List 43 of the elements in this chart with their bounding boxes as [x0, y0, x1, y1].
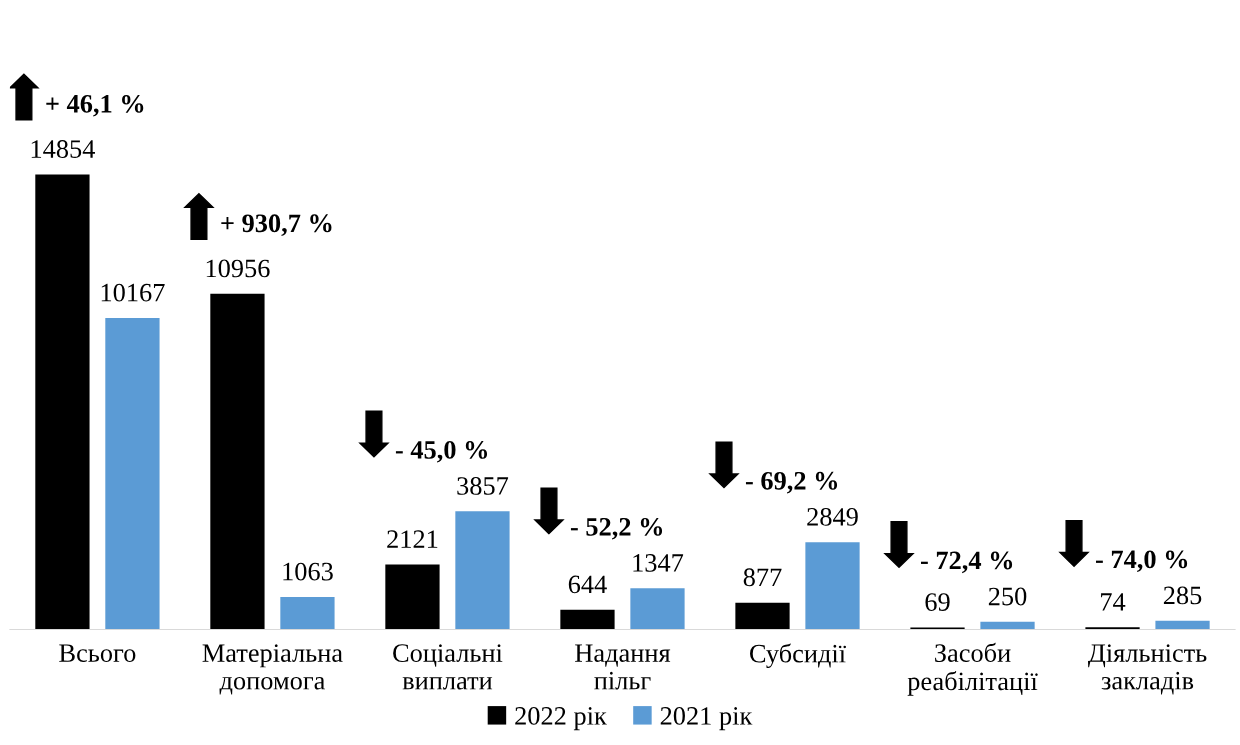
- data-label: 250: [988, 587, 1027, 606]
- text: + 46,1 %: [46, 94, 144, 117]
- data-label: 14854: [31, 140, 95, 158]
- x-tick-label: Субсидії: [750, 643, 846, 668]
- data-label: 69: [925, 593, 950, 611]
- bar: [280, 596, 335, 630]
- x-tick-label: Засоби реабілітації: [907, 642, 1038, 696]
- x-tick-label: Соціальні виплати: [393, 644, 503, 690]
- bar: [560, 609, 615, 630]
- data-label: 10167: [101, 283, 165, 302]
- data-label: 285: [1163, 586, 1202, 605]
- bar: [1155, 620, 1210, 630]
- x-tick-label: Надання пільг: [575, 644, 671, 690]
- data-label: 644: [568, 575, 607, 594]
- bar: [805, 542, 860, 630]
- bar: [910, 627, 965, 630]
- bar: [210, 293, 265, 630]
- annotation: - 72,4 %: [920, 551, 1013, 574]
- data-label: 877: [743, 568, 782, 587]
- data-label: 74: [1101, 593, 1126, 611]
- data-label: 10956: [206, 259, 270, 278]
- x-tick-label: Матеріальна допомога: [202, 644, 343, 695]
- x-tick-label: Діяльність закладів: [1088, 644, 1207, 695]
- data-label: 1063: [283, 562, 333, 581]
- bar: [105, 318, 160, 630]
- data-label: 2121: [387, 530, 438, 548]
- legend-label: 2021 рік: [660, 707, 753, 731]
- annotation: + 930,7 %: [221, 214, 332, 236]
- data-label: 1347: [633, 554, 684, 572]
- bar: [630, 588, 685, 630]
- legend-label: 2022 рік: [515, 707, 607, 731]
- annotation: - 45,0 %: [395, 440, 488, 463]
- data-label: 3857: [457, 477, 509, 495]
- bar: [35, 174, 90, 630]
- bar: [385, 564, 440, 630]
- data-label: 2849: [807, 507, 858, 526]
- annotation: - 52,2 %: [570, 517, 663, 540]
- bar: [455, 511, 510, 630]
- x-tick-label: Всього: [59, 644, 136, 662]
- bar: [735, 602, 790, 630]
- bar: [980, 621, 1035, 630]
- annotation: - 74,0 %: [1095, 550, 1188, 573]
- annotation: - 69,2 %: [745, 471, 838, 494]
